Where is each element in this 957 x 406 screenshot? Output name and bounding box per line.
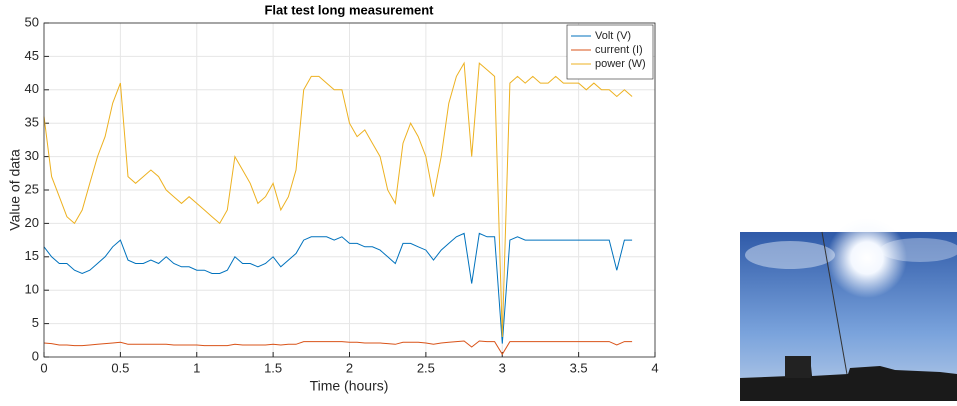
y-tick-label: 5 [32,315,39,330]
y-tick-label: 25 [25,181,39,196]
y-tick-label: 15 [25,248,39,263]
y-tick-label: 30 [25,148,39,163]
photo-chimney [785,356,811,378]
line-series [43,61,633,338]
y-tick-label: 0 [32,348,39,363]
axes-box [43,22,656,358]
legend-box [566,24,654,80]
photo [740,218,957,401]
photo-antenna [821,231,849,381]
line-series [43,232,633,344]
x-tick-label: 1 [193,360,200,375]
x-tick-label: 3.5 [570,360,588,375]
y-tick-label: 45 [25,48,39,63]
photo-sun [827,218,907,298]
y-tick-label: 50 [25,14,39,29]
x-tick-label: 4 [651,360,658,375]
x-tick-label: 3 [499,360,506,375]
legend-label: current (I) [595,44,643,56]
x-axis-label: Time (hours) [310,378,389,394]
y-tick-label: 10 [25,282,39,297]
x-tick-label: 0.5 [111,360,129,375]
y-axis-label: Value of data [7,149,23,231]
x-tick-label: 2.5 [417,360,435,375]
x-tick-label: 2 [346,360,353,375]
y-tick-label: 35 [25,115,39,130]
legend: Volt (V) current (I) power (W) [566,24,654,80]
line-series [43,340,633,356]
legend-label: Volt (V) [595,30,631,42]
x-tick-label: 0 [40,360,47,375]
photo-cloud [745,241,835,269]
legend-label: power (W) [595,58,646,70]
chart-title: Flat test long measurement [264,2,434,17]
y-tick-label: 40 [25,81,39,96]
x-tick-label: 1.5 [264,360,282,375]
y-tick-label: 20 [25,215,39,230]
